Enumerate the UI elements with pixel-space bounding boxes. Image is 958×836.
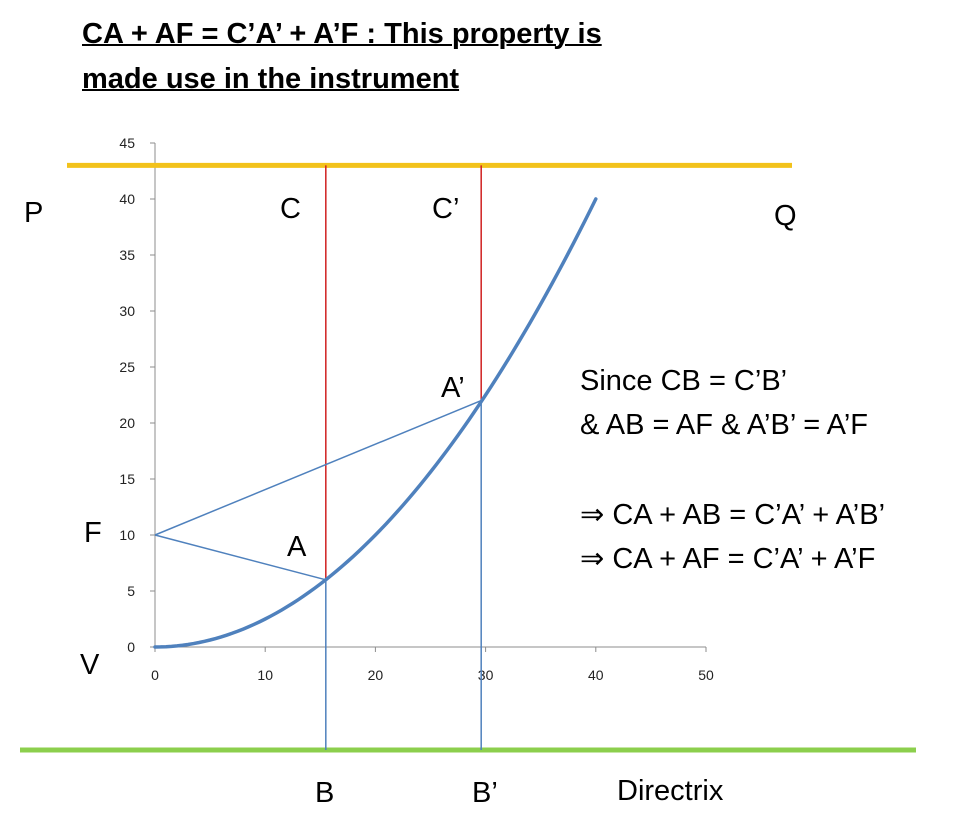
label-directrix: Directrix <box>617 775 724 807</box>
x-tick-label: 20 <box>368 667 384 683</box>
x-tick-label: 10 <box>257 667 273 683</box>
explanation-line-4: ⇒ CA + AF = C’A’ + A’F <box>580 543 875 575</box>
title-line-2: made use in the instrument <box>82 63 460 95</box>
y-tick-label: 45 <box>119 135 135 151</box>
line-f-to-a <box>154 534 327 581</box>
label-b: B <box>315 777 334 809</box>
label-c: C <box>280 193 301 225</box>
label-v: V <box>80 649 100 681</box>
x-tick-label: 50 <box>698 667 714 683</box>
y-tick-label: 25 <box>119 359 135 375</box>
y-tick-label: 35 <box>119 247 135 263</box>
y-tick-label: 40 <box>119 191 135 207</box>
y-tick-label: 15 <box>119 471 135 487</box>
x-tick-label: 0 <box>151 667 159 683</box>
y-tick-label: 20 <box>119 415 135 431</box>
y-tick-label: 0 <box>127 639 135 655</box>
label-c-prime: C’ <box>432 193 459 225</box>
y-tick-label: 5 <box>127 583 135 599</box>
y-tick-label: 10 <box>119 527 135 543</box>
line-f-to-aprime <box>154 399 482 536</box>
x-tick-label: 30 <box>478 667 494 683</box>
label-a-prime: A’ <box>441 372 465 404</box>
explanation-line-3: ⇒ CA + AB = C’A’ + A’B’ <box>580 499 885 531</box>
explanation-line-2: & AB = AF & A’B’ = A’F <box>580 409 868 441</box>
tick-labels: 0 5 10 15 20 25 30 35 40 45 0 10 20 30 40 50 <box>119 135 714 683</box>
x-tick-label: 40 <box>588 667 604 683</box>
explanation-line-1: Since CB = C’B’ <box>580 365 787 397</box>
label-b-prime: B’ <box>472 777 498 809</box>
title-line-1: CA + AF = C’A’ + A’F : This property is <box>82 18 602 50</box>
label-p: P <box>24 197 43 229</box>
label-a: A <box>287 531 307 563</box>
axes <box>150 142 707 652</box>
y-tick-label: 30 <box>119 303 135 319</box>
label-f: F <box>84 517 102 549</box>
parabola-curve <box>153 197 598 649</box>
label-q: Q <box>774 200 797 232</box>
